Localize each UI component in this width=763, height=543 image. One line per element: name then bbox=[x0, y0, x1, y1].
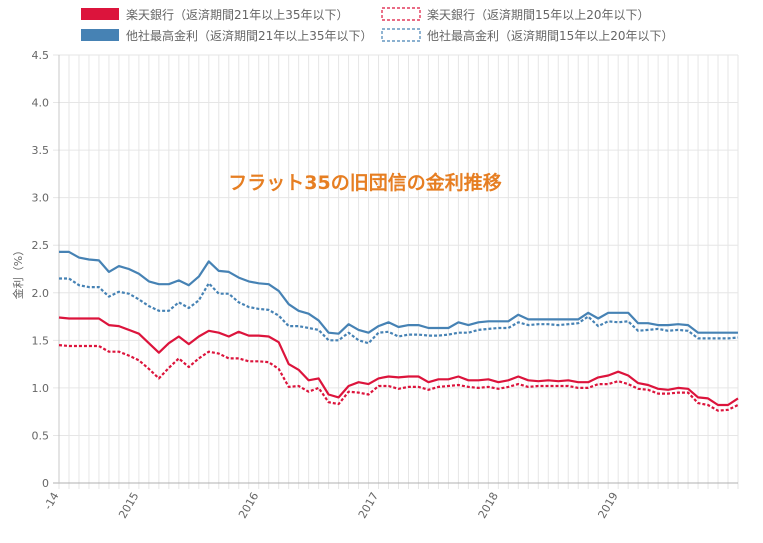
legend[interactable]: 楽天銀行（返済期間21年以上35年以下） 楽天銀行（返済期間15年以上20年以下）… bbox=[81, 7, 674, 43]
series-line-4 bbox=[59, 277, 739, 345]
grid-lines bbox=[53, 54, 739, 489]
legend-label-2[interactable]: 楽天銀行（返済期間15年以上20年以下） bbox=[427, 7, 650, 22]
legend-swatch-3[interactable] bbox=[81, 29, 119, 41]
x-tick-label: -14 bbox=[41, 490, 61, 512]
y-tick-label: 2.0 bbox=[32, 287, 50, 300]
y-tick-label: 2.5 bbox=[32, 239, 50, 252]
y-tick-label: 4.0 bbox=[32, 97, 50, 110]
y-tick-label: 1.0 bbox=[32, 382, 50, 395]
legend-label-1[interactable]: 楽天銀行（返済期間21年以上35年以下） bbox=[126, 7, 349, 22]
x-tick-label: 2015 bbox=[116, 490, 141, 521]
axes: 0 0.5 1.0 1.5 2.0 2.5 3.0 3.5 4.0 4.5 -14 2015 2016 2… bbox=[32, 49, 621, 521]
y-tick-label: 0.5 bbox=[32, 429, 50, 442]
series-line-3 bbox=[59, 250, 738, 335]
series-line-2 bbox=[58, 344, 739, 412]
x-tick-label: 2018 bbox=[476, 490, 501, 521]
y-tick-label: 3.0 bbox=[32, 192, 50, 205]
x-tick-label: 2016 bbox=[236, 490, 261, 521]
y-axis-label: 金利（%） bbox=[11, 245, 25, 299]
legend-swatch-2[interactable] bbox=[381, 7, 421, 21]
legend-label-3[interactable]: 他社最高金利（返済期間21年以上35年以下） bbox=[126, 28, 373, 43]
series-line-1 bbox=[58, 316, 739, 407]
legend-label-4[interactable]: 他社最高金利（返済期間15年以上20年以下） bbox=[427, 28, 674, 43]
chart-title: フラット35の旧団信の金利推移 bbox=[228, 171, 501, 194]
legend-swatch-4[interactable] bbox=[381, 28, 421, 42]
y-tick-label: 4.5 bbox=[32, 49, 50, 62]
legend-swatch-1[interactable] bbox=[81, 8, 119, 20]
series-lines bbox=[58, 250, 739, 412]
y-tick-label: 0 bbox=[42, 477, 49, 490]
x-tick-label: 2019 bbox=[596, 490, 621, 521]
y-tick-label: 3.5 bbox=[32, 144, 50, 157]
x-tick-label: 2017 bbox=[356, 490, 381, 521]
y-tick-label: 1.5 bbox=[32, 334, 50, 347]
